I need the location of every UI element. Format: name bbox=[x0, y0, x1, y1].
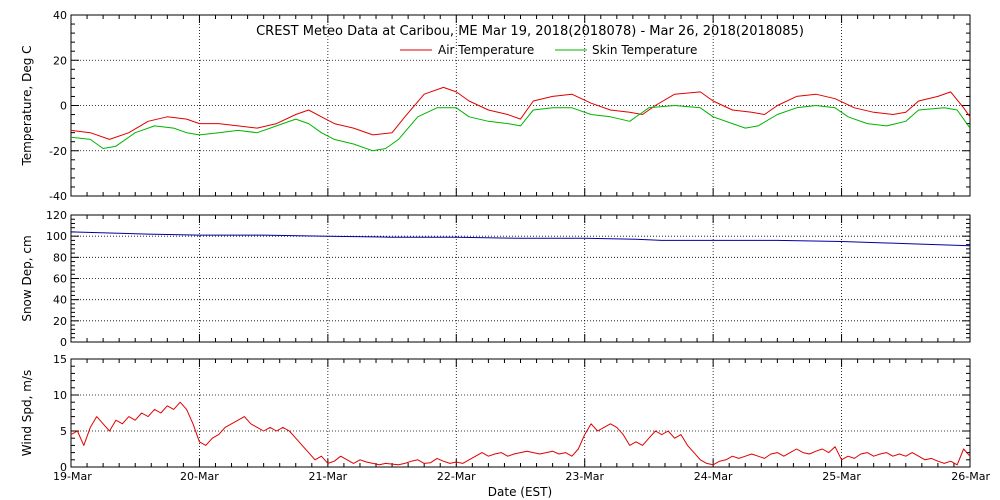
y-tick-label: 0 bbox=[60, 336, 67, 349]
y-tick-label: 15 bbox=[53, 353, 67, 366]
legend-label-air: Air Temperature bbox=[438, 43, 534, 57]
y-tick-label: 20 bbox=[53, 315, 67, 328]
temperature-legend: Air Temperature Skin Temperature bbox=[400, 43, 697, 57]
y-tick-label: 0 bbox=[60, 461, 67, 474]
y-tick-label: 0 bbox=[60, 100, 67, 113]
series-line-snow_depth-0 bbox=[70, 231, 971, 247]
series-line-wind_speed-0 bbox=[70, 401, 971, 466]
panel-wind_speed: 0 5 10 15 Wind Spd, m/s bbox=[20, 353, 971, 474]
y-tick-label: 40 bbox=[53, 294, 67, 307]
y-tick-label: 120 bbox=[46, 209, 67, 222]
y-tick-label: 20 bbox=[53, 54, 67, 67]
x-tick-label: 26-Mar bbox=[951, 470, 990, 483]
x-tick-label: 23-Mar bbox=[565, 470, 604, 483]
series-line-temperature-0 bbox=[70, 86, 971, 140]
x-tick-label: 19-Mar bbox=[53, 470, 92, 483]
plot-frame bbox=[70, 214, 971, 343]
y-tick-label: -40 bbox=[49, 190, 67, 203]
x-tick-label: 22-Mar bbox=[437, 470, 476, 483]
y-tick-label: 100 bbox=[46, 230, 67, 243]
y-tick-label: 80 bbox=[53, 251, 67, 264]
y-tick-label: 40 bbox=[53, 9, 67, 22]
y-tick-label: 5 bbox=[60, 425, 67, 438]
x-tick-label: 25-Mar bbox=[822, 470, 861, 483]
legend-label-skin: Skin Temperature bbox=[592, 43, 697, 57]
y-tick-label: -20 bbox=[49, 145, 67, 158]
panel-snow_depth: 0 20 40 60 80 100 120 Snow Dep, cm bbox=[20, 209, 971, 349]
y-axis-label: Snow Dep, cm bbox=[20, 235, 34, 321]
chart-panels: -40 -20 0 20 40 Temperature, Deg C 0 20 40 60 80 10… bbox=[20, 9, 990, 483]
plot-frame bbox=[70, 358, 971, 468]
x-tick-label: 20-Mar bbox=[180, 470, 219, 483]
panel-temperature: -40 -20 0 20 40 Temperature, Deg C bbox=[20, 9, 971, 203]
series-line-temperature-1 bbox=[70, 105, 971, 152]
chart-title: CREST Meteo Data at Caribou, ME Mar 19, … bbox=[256, 24, 804, 39]
y-axis-label: Temperature, Deg C bbox=[20, 45, 34, 166]
x-tick-label: 24-Mar bbox=[694, 470, 733, 483]
y-tick-label: 60 bbox=[53, 273, 67, 286]
y-tick-label: 10 bbox=[53, 389, 67, 402]
y-axis-label: Wind Spd, m/s bbox=[20, 370, 34, 456]
x-axis-label: Date (EST) bbox=[488, 485, 552, 499]
x-tick-label: 21-Mar bbox=[308, 470, 347, 483]
x-tick-labels: 19-Mar 20-Mar 21-Mar 22-Mar 23-Mar 24-Mar 25-M… bbox=[53, 470, 990, 483]
